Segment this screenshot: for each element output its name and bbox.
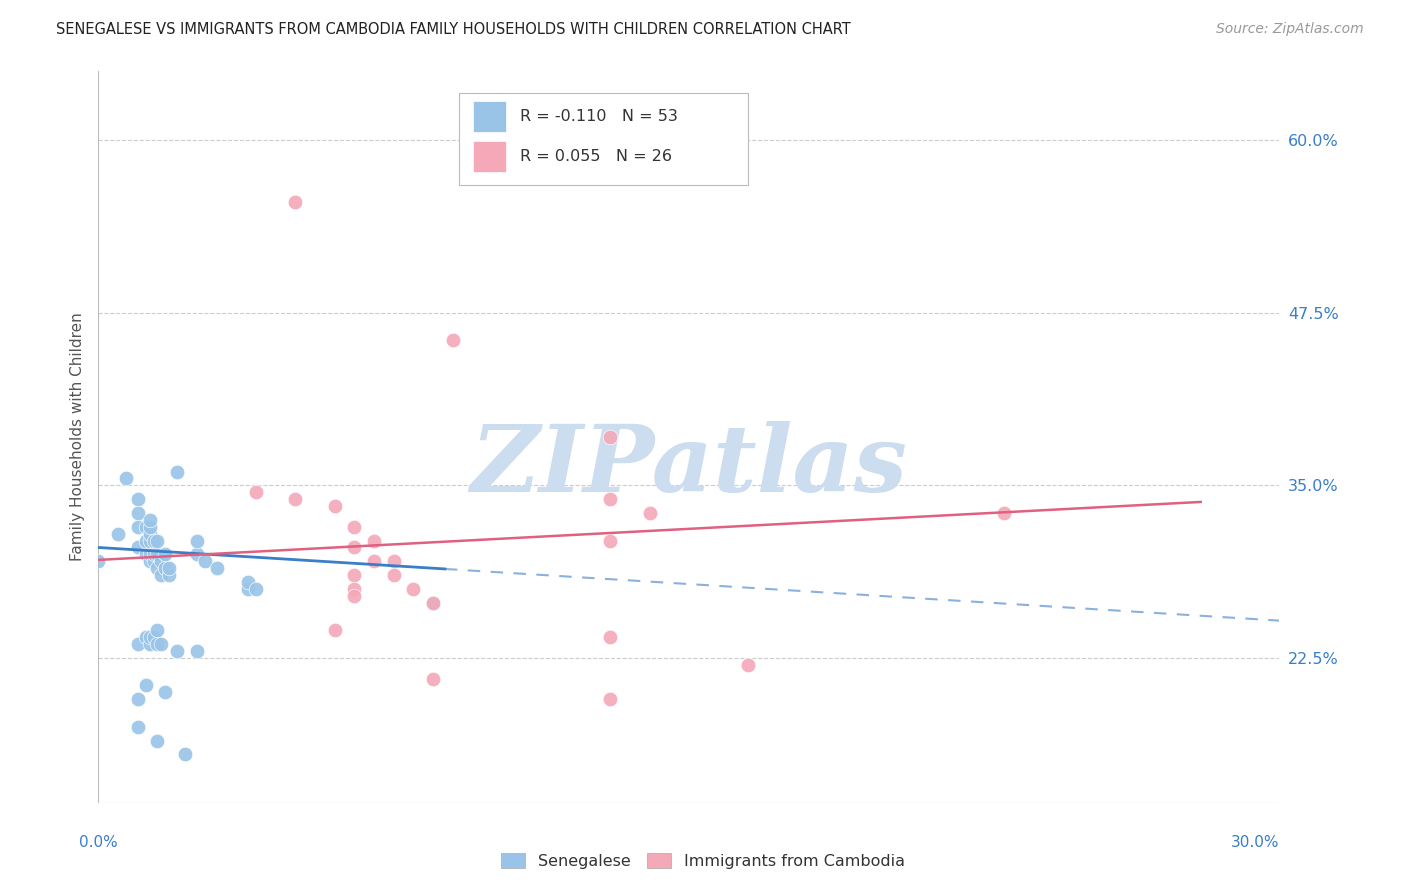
Point — [127, 720, 149, 734]
Point — [146, 561, 169, 575]
Point — [245, 485, 267, 500]
Point — [135, 548, 157, 562]
Point — [142, 533, 165, 548]
Point — [138, 554, 160, 568]
Point — [138, 533, 160, 548]
Point — [186, 644, 208, 658]
Point — [138, 637, 160, 651]
FancyBboxPatch shape — [458, 94, 748, 185]
Point — [343, 582, 366, 596]
Text: ZIPatlas: ZIPatlas — [471, 421, 907, 511]
Legend: Senegalese, Immigrants from Cambodia: Senegalese, Immigrants from Cambodia — [495, 847, 911, 875]
Point — [205, 561, 228, 575]
Point — [599, 692, 621, 706]
Point — [343, 520, 366, 534]
Point — [146, 624, 169, 638]
Point — [599, 492, 621, 507]
Point — [166, 644, 188, 658]
Point — [127, 637, 149, 651]
Point — [422, 672, 444, 686]
Text: R = -0.110   N = 53: R = -0.110 N = 53 — [520, 109, 678, 124]
Point — [186, 548, 208, 562]
Point — [323, 499, 346, 513]
Point — [157, 561, 180, 575]
Point — [402, 582, 425, 596]
Point — [155, 561, 177, 575]
Point — [146, 533, 169, 548]
Point — [87, 554, 110, 568]
Point — [127, 520, 149, 534]
Point — [150, 637, 173, 651]
Point — [155, 685, 177, 699]
Point — [343, 541, 366, 555]
Point — [284, 492, 307, 507]
Y-axis label: Family Households with Children: Family Households with Children — [69, 313, 84, 561]
Point — [599, 630, 621, 644]
Point — [146, 548, 169, 562]
Point — [245, 582, 267, 596]
Point — [138, 520, 160, 534]
Point — [150, 568, 173, 582]
Point — [138, 548, 160, 562]
Point — [146, 637, 169, 651]
Point — [599, 430, 621, 444]
Point — [142, 554, 165, 568]
Point — [993, 506, 1015, 520]
Point — [155, 548, 177, 562]
Point — [135, 520, 157, 534]
Point — [138, 630, 160, 644]
Point — [127, 541, 149, 555]
Point — [142, 548, 165, 562]
Point — [363, 533, 385, 548]
Text: 30.0%: 30.0% — [1232, 836, 1279, 850]
Point — [135, 630, 157, 644]
Point — [142, 630, 165, 644]
Point — [343, 589, 366, 603]
Text: R = 0.055   N = 26: R = 0.055 N = 26 — [520, 149, 672, 164]
Point — [127, 492, 149, 507]
Point — [638, 506, 661, 520]
Text: Source: ZipAtlas.com: Source: ZipAtlas.com — [1216, 22, 1364, 37]
Text: 0.0%: 0.0% — [79, 836, 118, 850]
Point — [363, 554, 385, 568]
Point — [422, 596, 444, 610]
Point — [422, 596, 444, 610]
Point — [138, 526, 160, 541]
Point — [323, 624, 346, 638]
Text: SENEGALESE VS IMMIGRANTS FROM CAMBODIA FAMILY HOUSEHOLDS WITH CHILDREN CORRELATI: SENEGALESE VS IMMIGRANTS FROM CAMBODIA F… — [56, 22, 851, 37]
Point — [138, 513, 160, 527]
Point — [186, 533, 208, 548]
Point — [127, 506, 149, 520]
Point — [441, 334, 464, 348]
Point — [599, 533, 621, 548]
Point — [166, 465, 188, 479]
Point — [135, 533, 157, 548]
Point — [737, 657, 759, 672]
Point — [115, 471, 138, 485]
Point — [107, 526, 129, 541]
Point — [343, 568, 366, 582]
Point — [382, 568, 405, 582]
Point — [150, 554, 173, 568]
Point — [382, 554, 405, 568]
Point — [127, 692, 149, 706]
FancyBboxPatch shape — [472, 102, 506, 132]
FancyBboxPatch shape — [472, 141, 506, 171]
Point — [135, 678, 157, 692]
Point — [174, 747, 197, 762]
Point — [236, 582, 259, 596]
Point — [146, 733, 169, 747]
Point — [236, 574, 259, 589]
Point — [194, 554, 217, 568]
Point — [284, 195, 307, 210]
Point — [157, 568, 180, 582]
